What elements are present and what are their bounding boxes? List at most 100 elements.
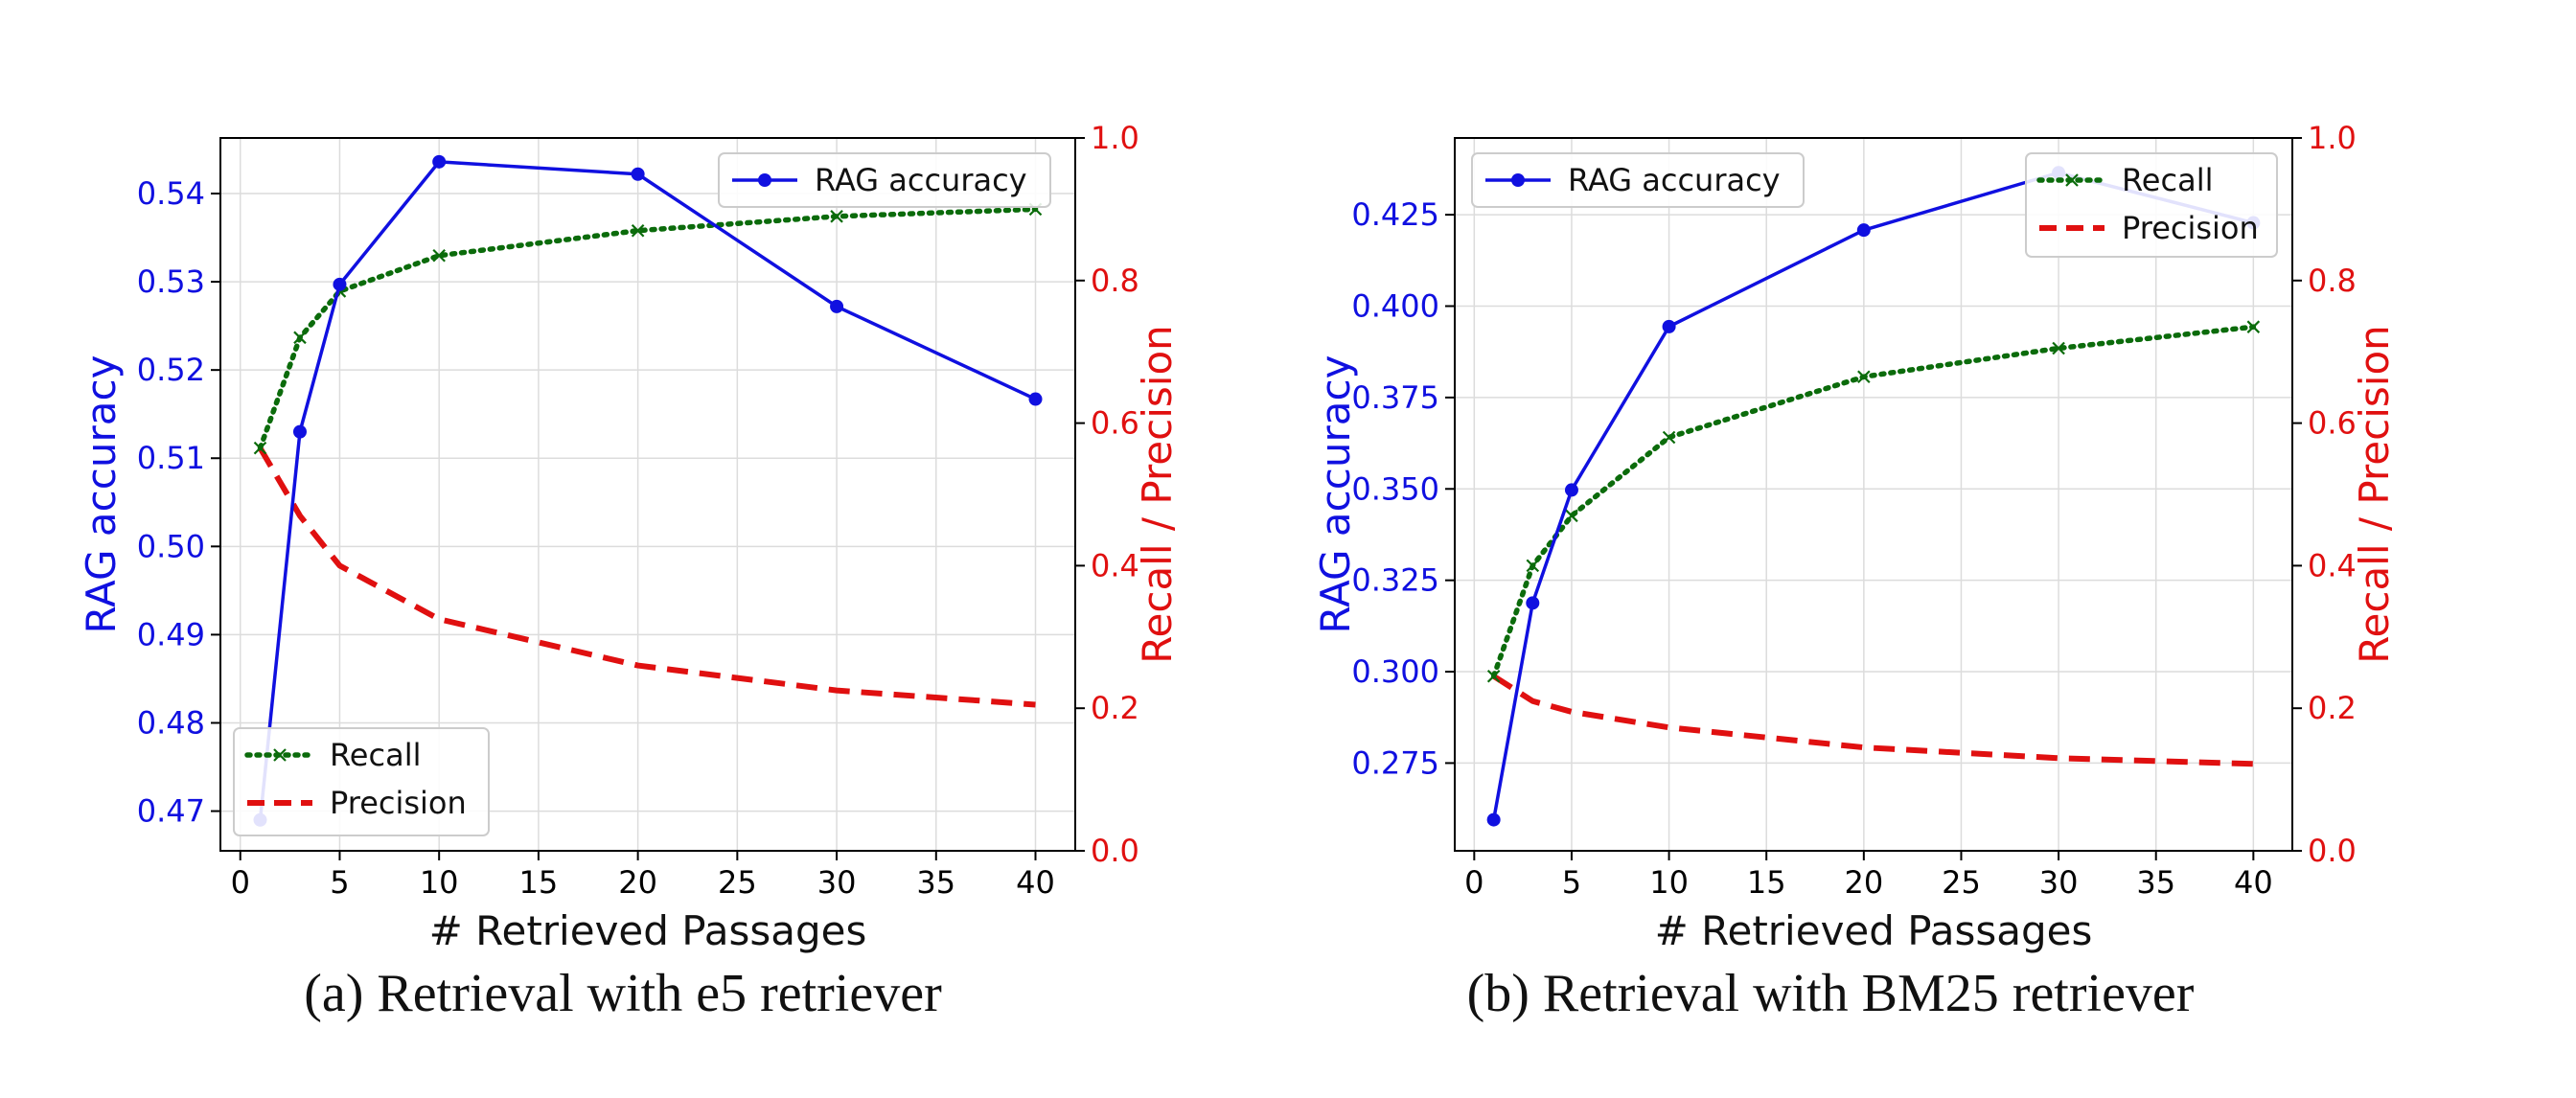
chart-panel-b: 0 5 10 15 20 25 30 35 40 0.275 0.300 0.325 0.350 0.37… [1312,120,2398,954]
rag-accuracy-point [1526,596,1540,610]
legend-box [1471,152,1805,208]
caption-b: (b) Retrieval with BM25 retriever [1466,964,2195,1023]
x-tick-label: 25 [718,864,757,901]
legend-marker [1511,173,1525,187]
y-right-tick-label: 0.0 [2308,833,2357,869]
series-line-rag-accuracy [258,160,1037,820]
legend-label: Recall [2122,162,2213,198]
recall-marker-stroke [631,223,645,238]
y-left-tick-label: 0.275 [1351,744,1439,781]
x-tick-label: 20 [618,864,657,901]
legend-upper-left: RAG accuracy [1471,152,1805,208]
rag-accuracy-point [333,277,347,291]
y-right-tick-label: 0.4 [2308,547,2357,583]
y-right-tick-label: 0.8 [1091,263,1139,299]
recall-marker-stroke [1526,559,1540,573]
y-left-tick-label: 0.50 [137,528,205,564]
recall-marker-stroke [253,441,267,455]
recall-point [253,441,267,455]
y-left-tick-label: 0.48 [137,704,205,741]
y-right-tick-label: 1.0 [1091,120,1139,156]
y-left-tick-label: 0.52 [137,352,205,388]
y-right-tick-label: 0.2 [1091,690,1139,726]
recall-point [1662,430,1676,445]
series-line-precision [1492,674,2254,767]
recall-marker-stroke [1565,509,1578,523]
recall-point [1857,370,1871,384]
legend-upper-right: Recall Precision [2025,152,2278,258]
legend-marker [273,748,287,762]
series-line-recall [257,206,1039,451]
legend-label: RAG accuracy [815,162,1027,198]
x-axis-label: # Retrieved Passages [429,907,867,954]
plot-frame [219,137,1076,852]
legend-marker [2065,173,2079,187]
y-left-tick-label: 0.400 [1351,288,1439,325]
rag-accuracy-point [830,299,844,313]
x-tick-label: 10 [420,864,459,901]
y-left-axis-label: RAG accuracy [1312,355,1359,634]
legend-label: Recall [330,737,421,773]
y-right-tick-label: 1.0 [2308,120,2357,156]
recall-marker-stroke [2052,341,2065,355]
y-right-tick-label: 0.6 [1091,405,1139,442]
y-right-tick-label: 0.8 [2308,263,2357,299]
legend-label: Precision [330,785,467,821]
recall-marker-stroke [2246,320,2261,333]
rag-accuracy-point [631,167,645,181]
series-line-recall [1490,324,2257,679]
x-tick-label: 10 [1649,864,1689,901]
recall-marker-stroke [1857,370,1871,384]
x-tick-label: 15 [519,864,559,901]
recall-point [2246,320,2261,333]
recall-point [1486,669,1501,683]
y-left-tick-label: 0.54 [137,175,205,212]
x-tick-label: 40 [1016,864,1055,901]
rag-accuracy-point [1564,483,1578,497]
x-tick-label: 15 [1747,864,1786,901]
rag-accuracy-point [292,424,307,439]
x-tick-label: 5 [330,864,349,901]
x-tick-label: 0 [1464,864,1484,901]
y-left-tick-label: 0.49 [137,616,205,652]
y-left-tick-label: 0.350 [1351,470,1439,507]
recall-point [293,331,307,345]
plot-frame [1454,137,2293,852]
recall-point [432,248,446,263]
rag-accuracy-point [1856,223,1871,238]
recall-point [830,210,843,223]
x-axis-label: # Retrieved Passages [1655,907,2093,954]
legend-box [718,152,1051,208]
x-tick-label: 5 [1562,864,1581,901]
rag-accuracy-point [1662,319,1676,333]
series-line-rag-accuracy [1491,171,2254,820]
caption-a: (a) Retrieval with e5 retriever [304,964,942,1023]
recall-point [1565,509,1578,523]
y-left-axis-label: RAG accuracy [78,355,125,634]
recall-marker-stroke [432,248,446,263]
x-tick-label: 30 [2039,864,2079,901]
recall-marker-stroke [1662,430,1676,445]
x-tick-label: 25 [1942,864,1981,901]
y-right-tick-label: 0.2 [2308,690,2357,726]
recall-point [1526,559,1540,573]
x-tick-label: 0 [231,864,250,901]
y-left-tick-label: 0.51 [137,440,205,476]
y-left-tick-label: 0.325 [1351,562,1439,599]
y-right-tick-label: 0.6 [2308,405,2357,442]
y-left-tick-label: 0.300 [1351,653,1439,690]
x-tick-label: 40 [2234,864,2273,901]
rag-accuracy-point [1028,392,1043,406]
x-tick-label: 30 [817,864,857,901]
y-left-tick-label: 0.53 [137,263,205,300]
legend-label: RAG accuracy [1568,162,1781,198]
legend-marker [758,173,771,187]
recall-point [631,223,645,238]
recall-marker-stroke [830,210,843,223]
y-right-axis-label: Recall / Precision [1134,325,1181,664]
chart-panel-a: 0 5 10 15 20 25 30 35 40 0.47 0.48 0.49 0.50 0.51 0.52… [78,120,1181,954]
legend-label: Precision [2122,210,2259,246]
recall-marker-stroke [1486,669,1501,683]
x-tick-label: 20 [1844,864,1883,901]
legend-upper-right: RAG accuracy [718,152,1051,208]
